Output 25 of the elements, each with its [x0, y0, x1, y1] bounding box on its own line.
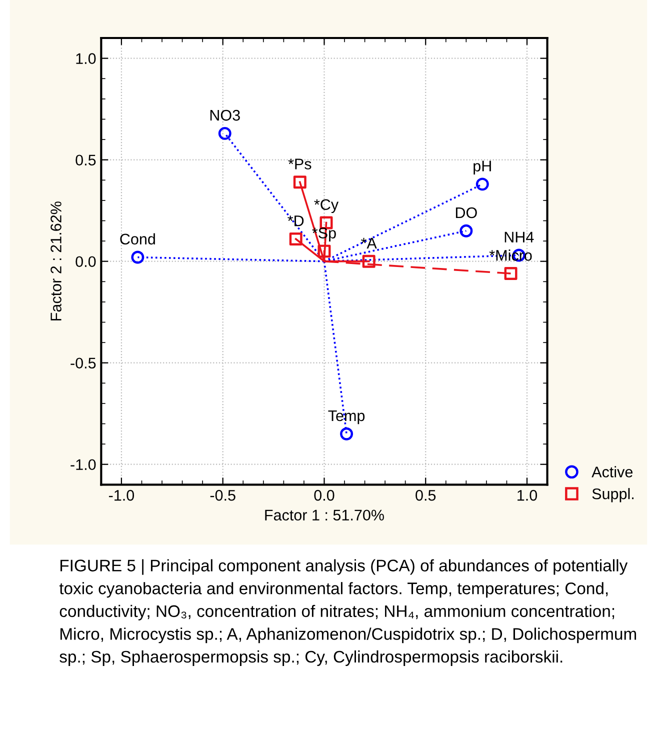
- legend-label: Suppl.: [592, 488, 634, 502]
- annotation: DO: [456, 207, 477, 218]
- annotation: *Cy: [314, 199, 339, 214]
- y-tick-label: 1.0: [76, 53, 96, 64]
- annotation: Temp: [328, 410, 365, 424]
- annotation: *D: [288, 216, 304, 226]
- caption: FIGURE 5 | Principal component analysis (PCA) of abundances of potentially toxic cyanobacteria and environmental factors. Temp, temperatures; Cond, conductivity; NO₃, concentration of nitrates; NH₄, ammonium concentration; Micro, Microcystis sp.; A, Aphanizomenon/Cuspidotrix sp.; D, Dolichospermum sp.; Sp, Sphaerospermopsis sp.; Cy, Cylindrospermopsis raciborskii.: [59, 559, 636, 666]
- x-tick-label: -0.5: [210, 490, 236, 501]
- x-tick-label: -1.0: [108, 490, 134, 501]
- legend-label: Active: [592, 466, 633, 478]
- x-axis-title: Factor 1 : 51.70%: [265, 510, 384, 521]
- annotation: *Ps: [288, 158, 312, 170]
- x-tick-label: 0.5: [416, 490, 436, 501]
- annotation: *A: [361, 238, 377, 248]
- y-axis-title: Factor 2 : 21.62%: [50, 202, 62, 320]
- y-tick-label: 0.0: [76, 256, 96, 268]
- annotation: NO3: [210, 110, 240, 121]
- annotation: Cond: [120, 233, 155, 245]
- x-tick-label: 1.0: [518, 490, 538, 501]
- x-tick-label: 0.0: [314, 490, 334, 501]
- annotation: NH4: [504, 232, 534, 242]
- y-tick-label: -0.5: [70, 358, 96, 369]
- y-tick-label: -1.0: [70, 459, 96, 470]
- y-tick-label: 0.5: [76, 154, 96, 166]
- annotation: pH: [474, 160, 491, 174]
